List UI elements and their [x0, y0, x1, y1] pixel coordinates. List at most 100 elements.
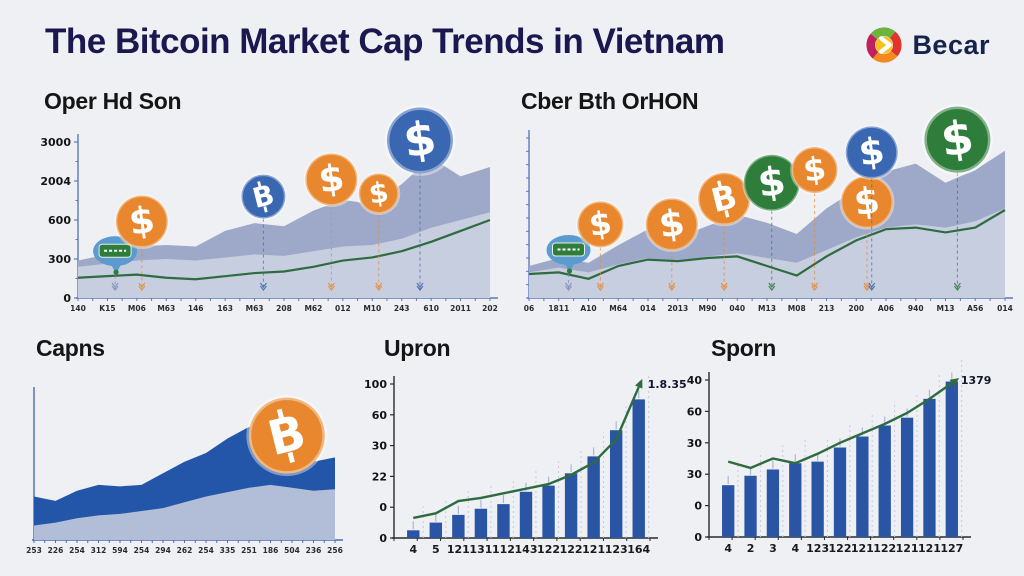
bar	[811, 461, 824, 537]
dollar-coin-icon: $	[114, 194, 170, 250]
chart-title: Capns	[36, 335, 105, 361]
x-tick-label: K15	[99, 304, 115, 313]
bar	[632, 399, 645, 538]
x-tick-label: M62	[304, 304, 322, 313]
bar	[609, 430, 623, 538]
dollar-coin-icon: $	[575, 199, 625, 249]
x-tick-label: 2013	[667, 304, 688, 313]
x-tick-label: 4	[409, 543, 417, 556]
stem-tip	[565, 282, 572, 291]
x-tick-label: 122	[829, 542, 852, 555]
bar	[878, 425, 891, 537]
dollar-coin-icon: $	[384, 104, 456, 176]
x-tick-label: 121	[896, 542, 919, 555]
y-tick-label: 0	[694, 500, 702, 513]
series-trend-line	[528, 209, 1006, 280]
trend-annotation: 1379	[961, 374, 992, 387]
y-tick-label: 60	[372, 409, 388, 422]
bar	[407, 530, 420, 538]
trend-annotation: 1.8.35	[648, 378, 687, 391]
dollar-coin-icon: $	[644, 196, 700, 252]
series-cap-band-lower	[529, 208, 1005, 298]
bar	[452, 514, 465, 538]
dollar-coin-icon: $	[921, 104, 993, 176]
x-tick-label: 262	[177, 546, 193, 555]
dollar-coin-icon: $	[790, 145, 840, 195]
x-tick-label: 251	[241, 546, 257, 555]
y-tick-label: 0	[694, 531, 702, 544]
y-tick-label: 0	[379, 501, 387, 514]
series-alt-cap	[34, 484, 335, 540]
svg-text:$: $	[755, 159, 788, 207]
x-tick-label: 121	[851, 542, 874, 555]
x-tick-label: 121	[447, 543, 470, 556]
x-tick-label: 294	[155, 546, 171, 555]
x-tick-label: 208	[276, 304, 292, 313]
x-tick-label: 236	[306, 546, 322, 555]
page-title: The Bitcoin Market Cap Trends in Vietnam	[45, 22, 725, 61]
bar	[856, 436, 869, 537]
x-tick-label: 143	[515, 543, 538, 556]
x-tick-label: 256	[327, 546, 343, 555]
x-tick-label: 594	[112, 546, 128, 555]
price-badge-balloon-icon	[93, 236, 138, 275]
stem-tip	[768, 282, 776, 291]
bitcoin-coin-icon: B	[239, 173, 287, 221]
y-tick-label: 60	[687, 405, 703, 418]
area-chart-capns: 253 226 254 312 594 254 294 262 254 335 251 186 504 2…	[26, 387, 343, 555]
x-tick-label: 112	[492, 543, 515, 556]
svg-text:$: $	[316, 156, 347, 202]
svg-text:$: $	[801, 149, 828, 190]
dollar-coin-icon: $	[844, 124, 900, 180]
bar	[766, 469, 780, 537]
x-tick-label: 226	[48, 546, 64, 555]
x-tick-label: 146	[188, 304, 204, 313]
x-tick-label: M06	[128, 304, 146, 313]
x-tick-label: 014	[997, 304, 1013, 313]
x-tick-label: 014	[640, 304, 656, 313]
y-tick-label: 3000	[40, 136, 71, 149]
brand-name: Becar	[912, 29, 990, 60]
chart-panel-cber-bth-orhon: Cber Bth OrHON 06 1811 A10 M64 014 2013 M90 040…	[505, 86, 1020, 334]
x-tick-label: 040	[729, 304, 745, 313]
stem-tip	[111, 282, 119, 291]
chart-panel-upron: Upron 100 60 30 22 0 0 4 5 121 131 112 143 122 122 121…	[364, 333, 690, 575]
dollar-coin-icon: $	[357, 171, 401, 215]
bar	[789, 463, 802, 537]
bitcoin-coin-icon: B	[696, 171, 752, 227]
bar	[722, 485, 735, 537]
trend-arrow	[635, 378, 643, 389]
dollar-coin-icon: $	[303, 151, 359, 207]
x-tick-label: 4	[791, 542, 799, 555]
y-tick-label: 300	[48, 253, 71, 266]
y-tick-label: 30	[687, 437, 703, 450]
y-tick-label: 2004	[40, 175, 71, 188]
stem-tip	[375, 282, 383, 291]
x-tick-label: 121	[918, 542, 941, 555]
bar	[519, 491, 533, 538]
x-tick-label: 504	[284, 546, 300, 555]
bar	[900, 417, 914, 537]
series-trend-line	[77, 218, 491, 281]
svg-text:$: $	[938, 109, 977, 167]
becar-logo-icon	[866, 27, 903, 63]
chart-panel-sporn: Sporn 40 60 30 30 0 0 4 2 3 4 123 122 121 122 121 121 12…	[687, 333, 1024, 575]
x-tick-label: 131	[469, 543, 492, 556]
bar	[744, 475, 757, 537]
bar	[542, 485, 555, 538]
bar	[474, 508, 488, 538]
bar	[429, 522, 443, 538]
stem-tip	[259, 282, 267, 291]
y-tick-label: 40	[687, 374, 703, 387]
x-tick-label: 012	[335, 304, 351, 313]
x-tick-label: M13	[937, 304, 955, 313]
stem-tip	[868, 282, 876, 291]
y-tick-label: 100	[364, 378, 387, 391]
x-tick-label: M63	[246, 304, 264, 313]
bitcoin-coin-icon: B	[246, 395, 328, 477]
svg-text:$: $	[856, 129, 887, 175]
brand-logo: Becar	[865, 26, 990, 64]
trend-line	[727, 382, 953, 470]
x-tick-label: 4	[724, 542, 732, 555]
